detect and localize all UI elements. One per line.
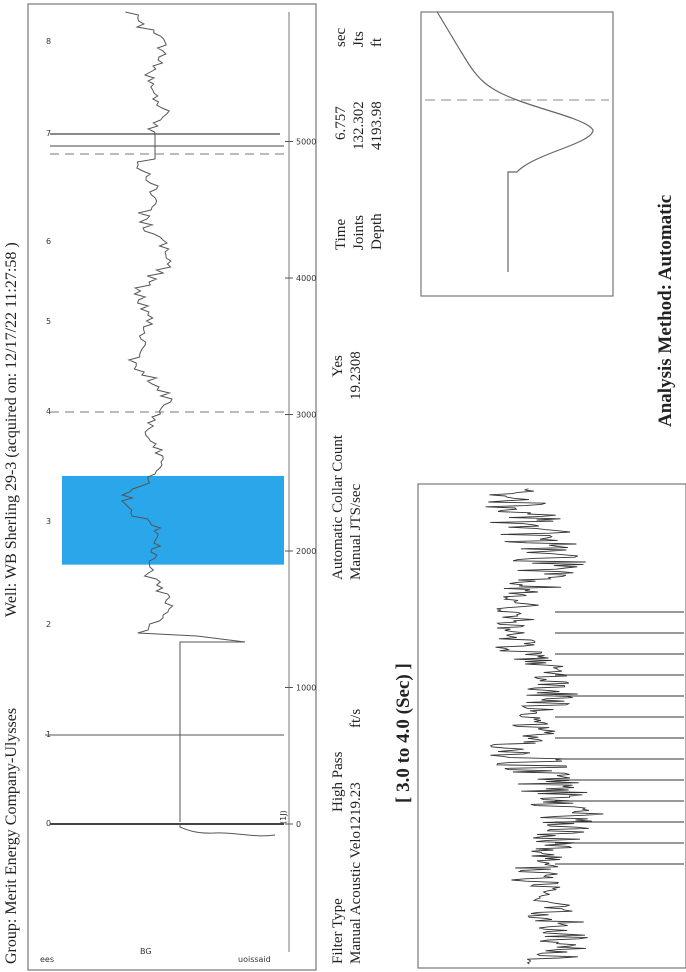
depth-label: Depth bbox=[369, 213, 385, 250]
side-label-top: ees bbox=[40, 955, 54, 964]
x-axis-ticks: 0 1000 2000 3000 4000 5000 bbox=[285, 138, 316, 829]
time-value: 6.757 bbox=[333, 106, 349, 140]
time-unit: sec bbox=[333, 27, 349, 47]
marker-number: 2 bbox=[46, 620, 51, 629]
zoom-collar-lines bbox=[555, 611, 684, 865]
side-label-bg: BG bbox=[140, 947, 152, 956]
marker-number: 6 bbox=[46, 237, 51, 246]
marker-number: 8 bbox=[46, 37, 51, 46]
highlight-window bbox=[62, 475, 284, 565]
joints-unit: Jts bbox=[351, 31, 367, 47]
depth-unit: ft bbox=[369, 37, 385, 47]
zoom-waveform bbox=[485, 488, 604, 965]
x-tick-label: 0 bbox=[296, 820, 301, 829]
axis-unit-label: (1J) bbox=[279, 810, 288, 824]
marker-number: 4 bbox=[46, 407, 51, 416]
side-label-pressure: uoissaid bbox=[238, 955, 271, 964]
main-plot-frame bbox=[27, 3, 317, 971]
x-tick-label: 4000 bbox=[296, 274, 316, 283]
analysis-method: Analysis Method: Automatic bbox=[655, 194, 676, 427]
marker-number: 3 bbox=[46, 517, 51, 526]
collar-count-label: Automatic Collar Count bbox=[330, 435, 346, 580]
x-tick-label: 2000 bbox=[296, 547, 316, 556]
velocity-unit: ft/s bbox=[348, 708, 364, 728]
marker-numbers: 012345678 bbox=[46, 37, 51, 828]
x-tick-label: 5000 bbox=[296, 138, 316, 147]
velocity-value: 1219.23 bbox=[348, 782, 364, 831]
derivative-plot-frame bbox=[420, 11, 614, 297]
zoom-plot-frame bbox=[417, 483, 686, 969]
derivative-curve bbox=[436, 11, 594, 272]
filter-type-label: Filter Type bbox=[330, 898, 346, 964]
main-waveform bbox=[120, 11, 276, 837]
velocity-label: Manual Acoustic Velo1219.23 bbox=[348, 782, 364, 964]
collar-count-value: Yes bbox=[330, 355, 346, 377]
joints-value: 132.302 bbox=[351, 101, 367, 150]
marker-number: 0 bbox=[46, 819, 51, 828]
x-tick-label: 1000 bbox=[296, 684, 316, 693]
jts-sec-value: 19.2308 bbox=[348, 351, 364, 400]
jts-sec-label: Manual JTS/sec bbox=[348, 483, 364, 580]
filter-type-value: High Pass bbox=[330, 751, 346, 812]
marker-number: 5 bbox=[46, 317, 51, 326]
joints-label: Joints bbox=[351, 214, 367, 250]
zoom-range-title: [ 3.0 to 4.0 (Sec) ] bbox=[393, 659, 415, 807]
marker-number: 7 bbox=[46, 129, 51, 138]
x-tick-label: 3000 bbox=[296, 411, 316, 420]
time-label: Time bbox=[333, 218, 349, 250]
depth-value: 4193.98 bbox=[369, 101, 385, 150]
